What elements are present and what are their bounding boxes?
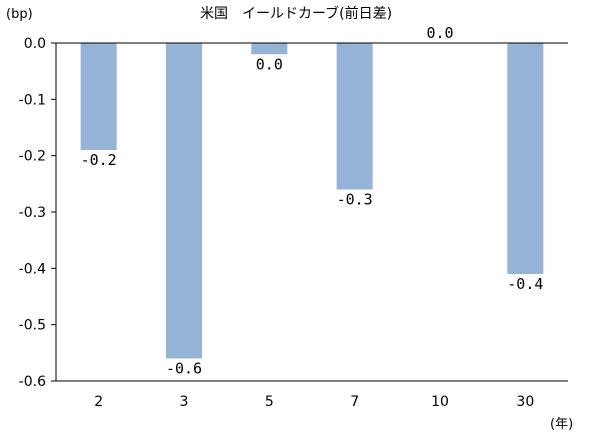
bar: [166, 43, 202, 359]
data-label: -0.6: [166, 359, 202, 377]
y-tick-label: -0.6: [19, 374, 46, 390]
y-tick-label: -0.2: [19, 149, 46, 165]
y-tick-label: -0.4: [19, 261, 46, 277]
chart-title: 米国 イールドカーブ(前日差): [200, 5, 392, 22]
data-labels: -0.2 -0.6 0.0 -0.3 0.0 -0.4: [81, 24, 544, 377]
data-label: -0.3: [337, 190, 373, 208]
y-tick-label: 0.0: [24, 36, 46, 52]
bar: [251, 43, 288, 55]
y-tick-label: -0.5: [19, 318, 46, 334]
y-tick-label: -0.3: [19, 205, 46, 221]
data-label: 0.0: [426, 24, 453, 42]
data-label: 0.0: [256, 55, 283, 73]
y-unit-label: (bp): [6, 7, 33, 22]
x-unit-label: (年): [550, 417, 573, 432]
bar: [336, 43, 373, 190]
bar: [507, 43, 544, 274]
x-tick-label: 30: [516, 394, 534, 410]
y-axis-ticks: 0.0 -0.1 -0.2 -0.3 -0.4 -0.5 -0.6: [19, 36, 56, 390]
axes: [55, 42, 568, 382]
x-tick-label: 2: [94, 394, 103, 410]
x-tick-label: 5: [265, 394, 274, 410]
x-tick-label: 3: [180, 394, 189, 410]
x-tick-label: 7: [350, 394, 359, 410]
bars: [80, 43, 544, 359]
y-tick-label: -0.1: [19, 92, 46, 108]
data-label: -0.2: [81, 151, 117, 169]
x-tick-label: 10: [431, 394, 449, 410]
x-axis-ticks: 2 3 5 7 10 30: [94, 394, 534, 410]
data-label: -0.4: [507, 275, 543, 293]
bar: [80, 43, 117, 151]
